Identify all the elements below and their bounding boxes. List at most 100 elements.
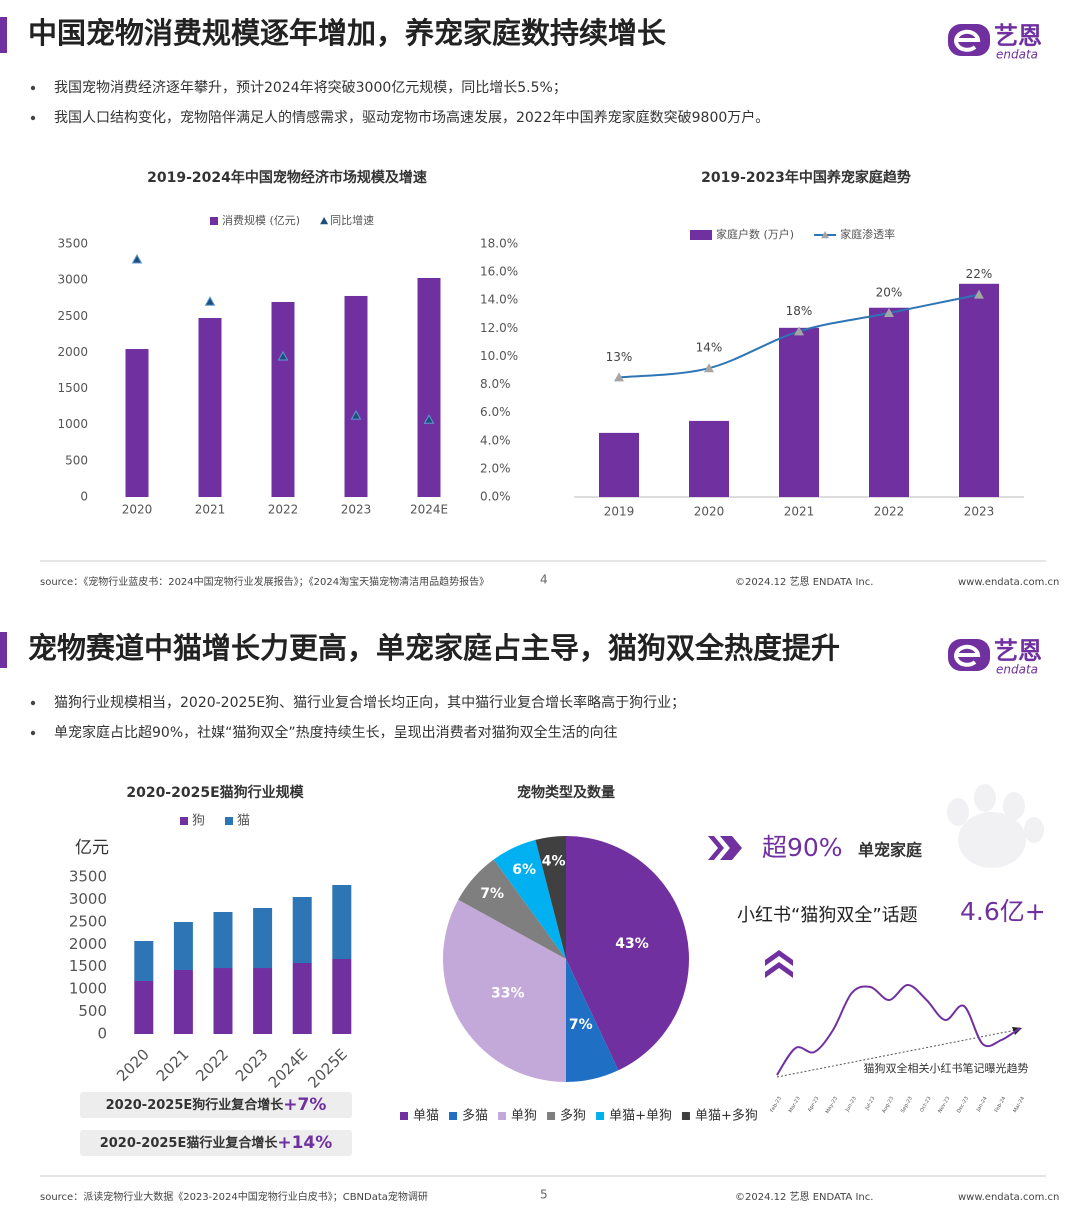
y2-tick-label: 12.0% <box>480 321 518 335</box>
bar <box>134 941 154 981</box>
bar <box>253 907 273 969</box>
y2-tick-label: 16.0% <box>480 265 518 279</box>
legend-marker <box>400 1112 408 1120</box>
x-tick-label: Nov-23 <box>937 1096 951 1114</box>
page-number: 4 <box>540 573 548 587</box>
data-label: 4% <box>542 853 566 869</box>
x-tick-label: Feb-24 <box>994 1096 1008 1114</box>
bar <box>134 980 154 1034</box>
bar <box>213 968 233 1034</box>
data-label: 13% <box>606 350 633 364</box>
legend-marker <box>681 1112 690 1120</box>
bullet-dot <box>30 85 36 91</box>
logo-e <box>954 29 981 52</box>
bar <box>869 307 909 497</box>
legend-label: 消费规模 (亿元) <box>222 213 300 227</box>
legend-marker <box>498 1112 507 1120</box>
footer-source: source：《宠物行业蓝皮书：2024中国宠物行业发展报告》；《2024淘宝天… <box>40 575 489 588</box>
legend-marker <box>547 1112 556 1120</box>
note-value: +14% <box>277 1133 332 1153</box>
line-marker <box>794 326 804 336</box>
bar <box>198 318 222 497</box>
x-tick-label: 2019 <box>604 505 635 519</box>
x-tick-label: Mar-24 <box>1012 1096 1026 1114</box>
line-marker <box>614 372 624 382</box>
logo-name: 艺恩 <box>994 22 1042 50</box>
x-tick-label: Jan-24 <box>975 1096 989 1114</box>
chart-title: 2020-2025E猫狗行业规模 <box>126 784 304 801</box>
data-label: 18% <box>786 304 813 318</box>
y-tick-label: 3000 <box>57 273 88 287</box>
note-text: 2020-2025E狗行业复合增长 <box>106 1097 285 1113</box>
line-marker <box>704 363 714 373</box>
x-tick-label: Feb-23 <box>769 1096 783 1114</box>
x-tick-label: 2021 <box>784 505 815 519</box>
y-tick-label: 500 <box>78 1002 107 1020</box>
y2-tick-label: 0.0% <box>480 490 511 504</box>
y-tick-label: 2500 <box>57 309 88 323</box>
highlight-label: 单宠家庭 <box>858 841 922 860</box>
bar <box>292 962 312 1034</box>
y2-tick-label: 8.0% <box>480 377 511 391</box>
x-tick-label: Aug-23 <box>881 1096 895 1115</box>
bullet-text: 单宠家庭占比超90%，社媒“猫狗双全”热度持续生长，呈现出消费者对猫狗双全生活的… <box>54 724 618 741</box>
pie-slice <box>566 959 619 1082</box>
legend-marker <box>690 230 712 240</box>
x-tick-label: 2021 <box>195 503 226 517</box>
legend-marker <box>210 217 218 225</box>
bar <box>292 897 312 963</box>
chevron-icon <box>708 836 742 860</box>
legend-label: 单猫+多狗 <box>695 1108 758 1124</box>
logo-sub: endata <box>996 48 1038 62</box>
highlight-label: 小红书“猫狗双全”话题 <box>737 905 918 926</box>
legend-label: 单猫+单狗 <box>609 1109 672 1124</box>
x-tick-label: 2021 <box>153 1045 193 1085</box>
x-tick-label: Apr-23 <box>807 1096 820 1113</box>
legend-label: 多狗 <box>560 1108 586 1124</box>
x-tick-label: 2024E <box>265 1045 311 1091</box>
up-chevron-icon <box>765 950 793 978</box>
x-tick-label: 2024E <box>410 503 448 517</box>
growth-marker <box>277 350 289 361</box>
chart-caption: 猫狗双全相关小红书笔记曝光趋势 <box>864 1061 1029 1075</box>
growth-marker <box>204 296 216 306</box>
x-tick-label: Jul-23 <box>864 1096 877 1112</box>
bullet-text: 我国宠物消费经济逐年攀升，预计2024年将突破3000亿元规模，同比增长5.5%… <box>54 80 567 96</box>
data-label: 43% <box>615 936 649 952</box>
slide-title: 中国宠物消费规模逐年增加，养宠家庭数持续增长 <box>28 16 667 50</box>
line-marker <box>974 289 984 299</box>
x-tick-label: 2022 <box>268 503 299 517</box>
trend-arrow <box>776 1029 1017 1078</box>
x-tick-label: Mar-23 <box>788 1096 802 1114</box>
x-tick-label: May-23 <box>825 1096 839 1115</box>
page-number: 5 <box>540 1188 548 1202</box>
y-tick-label: 2000 <box>69 935 107 953</box>
pie-slice <box>535 836 566 959</box>
bar <box>332 958 352 1034</box>
data-label: 7% <box>480 886 504 902</box>
x-tick-label: 2023 <box>341 503 372 517</box>
legend-label: 家庭渗透率 <box>840 227 895 241</box>
legend-marker <box>180 817 188 825</box>
growth-marker <box>131 253 143 264</box>
legend-marker <box>449 1112 458 1120</box>
y-tick-label: 1000 <box>69 980 107 998</box>
legend-label: 单狗 <box>511 1109 537 1124</box>
x-tick-label: 2020 <box>694 505 725 519</box>
bullet-dot <box>30 730 36 736</box>
y2-tick-label: 10.0% <box>480 349 518 363</box>
bar <box>173 969 193 1034</box>
y2-tick-label: 6.0% <box>480 405 511 419</box>
chart-title: 2019-2023年中国养宠家庭趋势 <box>701 169 911 186</box>
x-tick-label: 2020 <box>122 503 153 517</box>
note-text: 2020-2025E猫行业复合增长 <box>100 1135 279 1151</box>
y-tick-label: 0 <box>80 490 88 504</box>
bar <box>959 283 999 497</box>
growth-marker <box>423 414 435 424</box>
y-tick-label: 3000 <box>69 890 107 908</box>
x-tick-label: Oct-23 <box>919 1096 933 1114</box>
bar <box>599 432 639 497</box>
legend-marker <box>596 1112 605 1120</box>
